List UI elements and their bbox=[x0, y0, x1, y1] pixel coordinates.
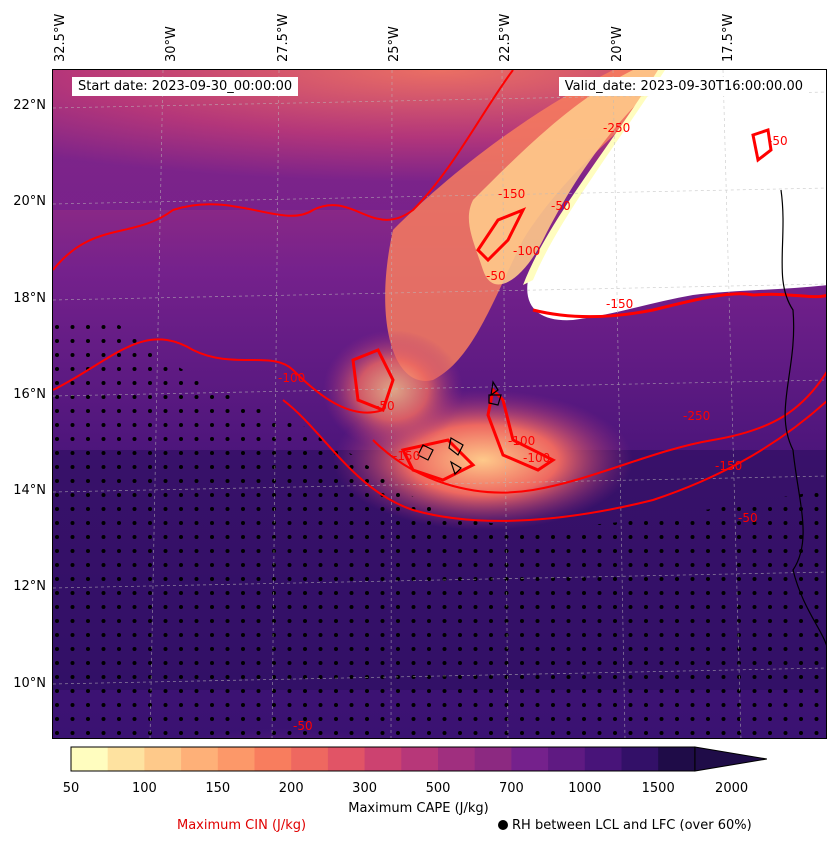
colorbar-tick-label: 1500 bbox=[641, 781, 675, 796]
colorbar-tick-label: 200 bbox=[278, 781, 304, 796]
colorbar-cell bbox=[364, 747, 402, 771]
rh-dot-icon bbox=[498, 820, 508, 830]
contour-label: -100 bbox=[508, 434, 535, 448]
lat-label-18n: 18°N bbox=[13, 291, 46, 306]
lat-label-14n: 14°N bbox=[13, 483, 46, 498]
colorbar-tick-label: 500 bbox=[425, 781, 451, 796]
colorbar-tick-label: 2000 bbox=[715, 781, 749, 796]
colorbar-cell bbox=[327, 747, 366, 771]
rh-dots-region bbox=[53, 315, 826, 738]
contour-label: -150 bbox=[606, 297, 633, 311]
lon-label-17.5w: 17.5°W bbox=[721, 13, 736, 62]
lat-label-22n: 22°N bbox=[13, 98, 46, 113]
cape-verde-islands bbox=[417, 380, 502, 476]
contour-label: -250 bbox=[683, 409, 710, 423]
colorbar-tick-label: 1000 bbox=[568, 781, 602, 796]
colorbar-tick-label: 300 bbox=[352, 781, 378, 796]
lon-label-25w: 25°W bbox=[387, 26, 402, 62]
lon-label-32.5w: 32.5°W bbox=[53, 13, 68, 62]
valid-date-label: Valid_date: 2023-09-30T16:00:00.00 bbox=[558, 77, 809, 96]
contour-label: -50 bbox=[486, 269, 506, 283]
cin-contour-island-3 bbox=[486, 386, 556, 472]
cin-contour-island-2 bbox=[400, 438, 476, 482]
cin-contour-island-1 bbox=[351, 348, 395, 412]
colorbar-tick-label: 100 bbox=[131, 781, 157, 796]
contour-label: -150 bbox=[498, 187, 525, 201]
colorbar-tick-label: 700 bbox=[498, 781, 524, 796]
cape-plume-core bbox=[468, 70, 673, 285]
lon-label-27.5w: 27.5°W bbox=[276, 13, 291, 62]
start-date-label: Start date: 2023-09-30_00:00:00 bbox=[72, 77, 299, 96]
colorbar-cell bbox=[548, 747, 586, 771]
colorbar-extend-arrow bbox=[694, 746, 767, 772]
cin-contour-island-4 bbox=[751, 128, 773, 163]
cin-contours bbox=[53, 70, 826, 522]
colorbar-tick-label: 150 bbox=[205, 781, 231, 796]
cape-colorbar bbox=[70, 746, 767, 772]
colorbar-title: Maximum CAPE (J/kg) bbox=[348, 801, 489, 816]
colorbar-cell bbox=[438, 747, 476, 771]
lon-label-20w: 20°W bbox=[610, 26, 625, 62]
contour-label: -250 bbox=[603, 121, 630, 135]
cin-contour-south-inner bbox=[372, 371, 826, 494]
contour-label: -150 bbox=[393, 449, 420, 463]
rh-legend-label: RH between LCL and LFC (over 60%) bbox=[512, 818, 752, 833]
lat-label-10n: 10°N bbox=[13, 676, 46, 691]
colorbar-cell bbox=[144, 747, 182, 771]
contour-label: -50 bbox=[551, 199, 571, 213]
colorbar-cell bbox=[254, 747, 292, 771]
contour-label: -100 bbox=[523, 451, 550, 465]
lat-label-20n: 20°N bbox=[13, 194, 46, 209]
colorbar-cell bbox=[291, 747, 329, 771]
contour-label: -100 bbox=[513, 244, 540, 258]
cin-contour-south bbox=[282, 399, 826, 522]
lat-label-12n: 12°N bbox=[13, 579, 46, 594]
lat-label-16n: 16°N bbox=[13, 387, 46, 402]
colorbar-outline bbox=[70, 746, 696, 772]
colorbar-cell bbox=[401, 747, 439, 771]
colorbar-cell bbox=[71, 747, 109, 771]
lon-label-30w: 30°W bbox=[164, 26, 179, 62]
contour-label: -50 bbox=[293, 719, 313, 733]
cape-plume-diagonal bbox=[385, 70, 693, 381]
cin-legend: Maximum CIN (J/kg) bbox=[177, 818, 307, 833]
colorbar-cell bbox=[621, 747, 659, 771]
cin-contour-north bbox=[53, 70, 514, 271]
colorbar-cell bbox=[658, 747, 696, 771]
contour-label: -50 bbox=[738, 511, 758, 525]
lon-label-22.5w: 22.5°W bbox=[498, 13, 513, 62]
contour-labels: -50 -100 -150 -250 -150 -50 -50 -150 -25… bbox=[278, 121, 788, 733]
cin-contour-west bbox=[53, 338, 384, 414]
gridlines bbox=[53, 70, 826, 738]
colorbar-cell bbox=[511, 747, 549, 771]
cape-field-svg: -50 -100 -150 -250 -150 -50 -50 -150 -25… bbox=[53, 70, 826, 738]
coastline bbox=[780, 189, 826, 646]
colorbar-tick-label: 50 bbox=[62, 781, 80, 796]
rh-legend: RH between LCL and LFC (over 60%) bbox=[498, 818, 752, 833]
cape-map: -50 -100 -150 -250 -150 -50 -50 -150 -25… bbox=[52, 69, 827, 739]
colorbar-cell bbox=[107, 747, 145, 771]
land-masked-region bbox=[527, 70, 826, 321]
colorbar-cell bbox=[181, 747, 219, 771]
cin-contour-plume bbox=[476, 207, 527, 263]
contour-label: -100 bbox=[278, 371, 305, 385]
cin-contour-east bbox=[532, 292, 826, 319]
cape-plume-west bbox=[323, 330, 463, 450]
colorbar-cell bbox=[217, 747, 255, 771]
contour-label: -50 bbox=[768, 134, 788, 148]
contour-label: -50 bbox=[375, 399, 395, 413]
colorbar-cell bbox=[584, 747, 622, 771]
contour-label: -150 bbox=[715, 459, 742, 473]
colorbar-cell bbox=[474, 747, 512, 771]
